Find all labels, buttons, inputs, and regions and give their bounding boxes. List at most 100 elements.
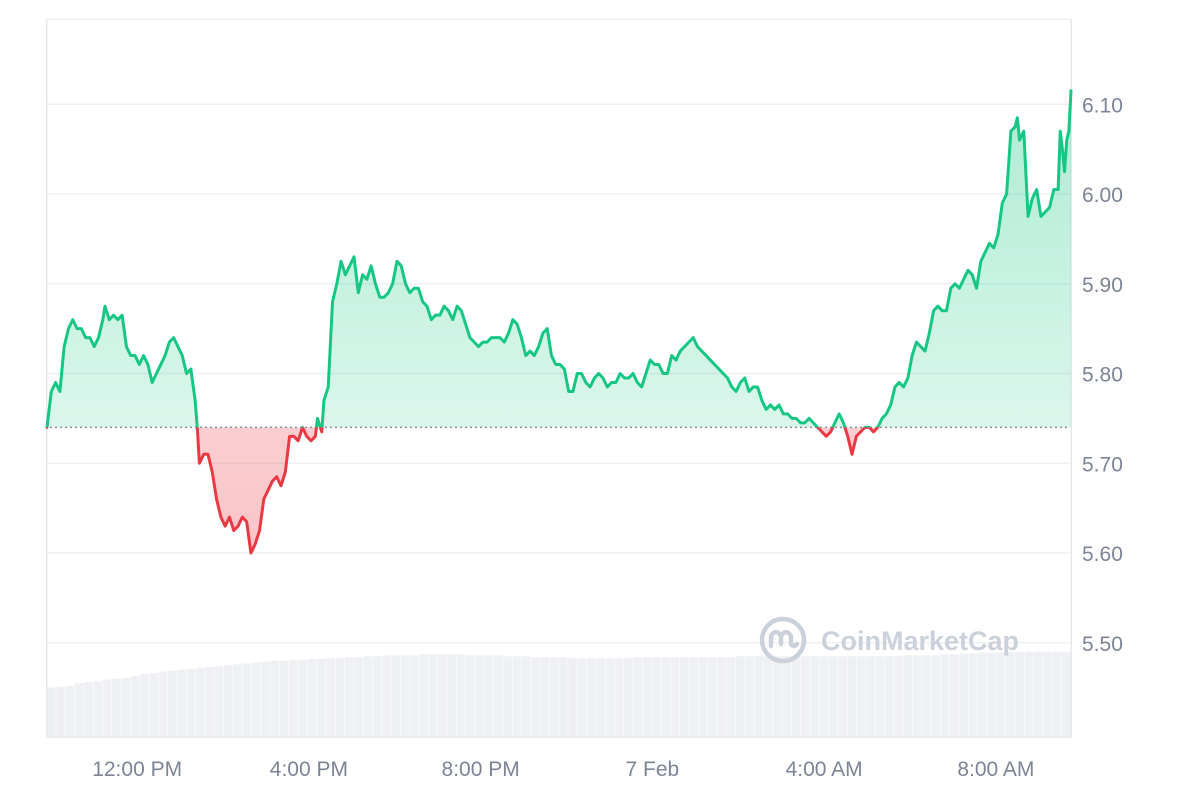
volume-bar: [214, 666, 224, 737]
price-area-below-baseline: [197, 427, 878, 554]
volume-bar: [363, 656, 373, 737]
volume-bar: [428, 654, 438, 737]
volume-bar: [372, 656, 382, 737]
y-tick-label: 6.10: [1082, 94, 1123, 117]
volume-bar: [130, 675, 140, 737]
volume-bar: [168, 670, 177, 737]
volume-bar: [1052, 651, 1062, 737]
volume-bar: [512, 656, 522, 737]
volume-bar: [614, 658, 624, 737]
volume-bar: [987, 652, 996, 737]
volume-bar: [763, 656, 773, 737]
volume-bar: [996, 652, 1006, 737]
volume-bar: [801, 656, 810, 737]
volume-bar: [1015, 651, 1024, 737]
volume-bars: [47, 651, 1071, 737]
x-tick-label: 7 Feb: [626, 758, 680, 781]
volume-bar: [642, 657, 652, 737]
volume-bar: [680, 657, 689, 737]
volume-bar: [912, 655, 922, 737]
volume-bar: [875, 656, 885, 737]
volume-bar: [223, 665, 233, 737]
volume-bar: [856, 656, 866, 737]
volume-bar: [74, 683, 84, 737]
volume-bar: [84, 682, 93, 737]
volume-bar: [605, 658, 615, 737]
volume-bar: [549, 657, 559, 737]
y-tick-label: 5.60: [1082, 543, 1123, 566]
volume-bar: [447, 654, 456, 737]
volume-bar: [633, 657, 643, 737]
volume-bar: [242, 663, 252, 737]
y-tick-label: 5.50: [1082, 633, 1123, 656]
volume-bar: [65, 685, 75, 737]
volume-bar: [316, 658, 326, 737]
volume-bar: [158, 671, 168, 737]
y-tick-label: 5.80: [1082, 364, 1123, 387]
x-tick-label: 8:00 PM: [442, 758, 520, 781]
volume-bar: [717, 657, 726, 737]
price-line-above-baseline: [45, 89, 1073, 428]
watermark-text: CoinMarketCap: [821, 626, 1019, 656]
volume-bar: [922, 655, 931, 737]
volume-bar: [289, 659, 298, 737]
volume-bar: [186, 668, 196, 737]
volume-bar: [959, 653, 968, 737]
volume-bar: [251, 662, 261, 737]
x-tick-label: 12:00 PM: [92, 758, 182, 781]
volume-bar: [121, 677, 131, 737]
volume-bar: [540, 657, 550, 737]
volume-bar: [810, 656, 820, 737]
x-tick-label: 4:00 PM: [270, 758, 348, 781]
price-area-above-baseline: [47, 90, 1071, 428]
volume-bar: [559, 657, 568, 737]
volume-bar: [140, 674, 149, 737]
volume-bar: [410, 655, 419, 737]
x-tick-label: 8:00 AM: [957, 758, 1034, 781]
volume-bar: [419, 654, 429, 737]
volume-bar: [903, 655, 913, 737]
volume-bar: [112, 678, 121, 737]
volume-bar: [233, 664, 242, 737]
volume-bar: [931, 655, 941, 737]
volume-bar: [847, 656, 857, 737]
volume-bar: [56, 686, 66, 737]
volume-bar: [391, 655, 401, 737]
volume-bar: [177, 669, 187, 737]
volume-bar: [670, 657, 680, 737]
volume-bar: [465, 655, 475, 737]
volume-bar: [782, 656, 792, 737]
volume-bar: [261, 661, 270, 737]
volume-bar: [726, 657, 736, 737]
coinmarketcap-logo-icon: [759, 616, 807, 664]
volume-bar: [977, 652, 987, 737]
price-area: [47, 90, 1071, 554]
volume-bar: [521, 656, 531, 737]
y-tick-label: 6.00: [1082, 184, 1123, 207]
volume-bar: [307, 658, 317, 737]
coinmarketcap-watermark: CoinMarketCap: [759, 616, 1019, 664]
volume-bar: [1033, 651, 1043, 737]
volume-bar: [707, 657, 717, 737]
plot-bottom-border: [47, 736, 1071, 738]
volume-bar: [791, 656, 801, 737]
volume-bar: [949, 654, 959, 737]
volume-bar: [838, 656, 847, 737]
volume-bar: [894, 656, 903, 737]
volume-bar: [568, 658, 578, 737]
y-tick-label: 5.90: [1082, 274, 1123, 297]
volume-bar: [735, 656, 745, 737]
volume-bar: [661, 657, 671, 737]
volume-bar: [195, 667, 205, 737]
volume-bar: [503, 656, 512, 737]
volume-bar: [819, 656, 829, 737]
volume-bar: [149, 673, 159, 737]
volume-bar: [940, 654, 950, 737]
plot-top-border: [47, 18, 1071, 20]
volume-bar: [270, 660, 280, 737]
volume-bar: [354, 657, 363, 737]
volume-bar: [456, 654, 466, 737]
volume-bar: [1043, 651, 1052, 737]
plot-right-border: [1070, 19, 1072, 737]
